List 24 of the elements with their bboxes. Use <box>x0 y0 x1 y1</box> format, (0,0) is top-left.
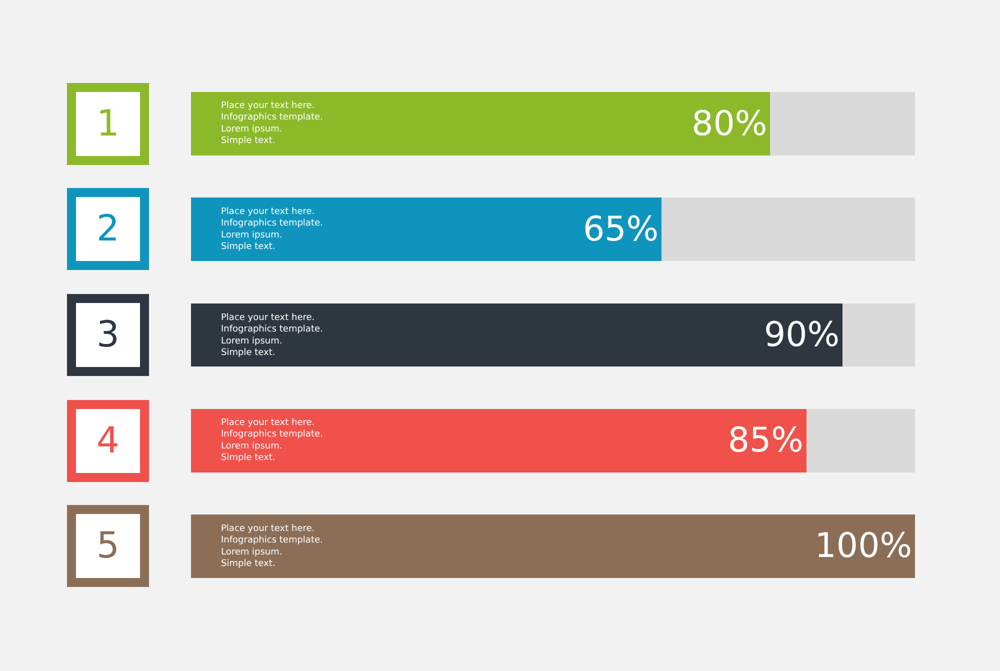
y-tick-label: 5 <box>96 526 120 566</box>
y-tick-label: 4 <box>96 420 120 462</box>
data-label: 90% <box>764 315 840 355</box>
bar <box>191 303 843 367</box>
annotation: Place your text here. Infographics template. Lorem ipsum. Simple text. <box>221 418 323 464</box>
bar <box>191 514 915 578</box>
bar <box>806 408 915 472</box>
bar <box>842 303 915 367</box>
annotation: Place your text here. Infographics template. Lorem ipsum. Simple text. <box>221 524 323 570</box>
data-label: 100% <box>814 526 912 566</box>
data-label: 80% <box>692 104 768 144</box>
data-label: 65% <box>583 209 659 250</box>
annotation: Place your text here. Infographics template. Lorem ipsum. Simple text. <box>221 207 323 252</box>
annotation: Place your text here. Infographics template. Lorem ipsum. Simple text. <box>221 313 323 358</box>
bar <box>191 92 770 156</box>
y-tick-label: 2 <box>96 208 120 250</box>
y-tick-label: 3 <box>96 314 120 356</box>
bar <box>191 408 806 472</box>
y-tick-label: 1 <box>96 104 120 144</box>
bar <box>191 198 662 262</box>
bar <box>662 198 915 262</box>
bar <box>770 92 915 156</box>
data-label: 85% <box>728 420 804 461</box>
annotation: Place your text here. Infographics template. Lorem ipsum. Simple text. <box>221 101 323 146</box>
